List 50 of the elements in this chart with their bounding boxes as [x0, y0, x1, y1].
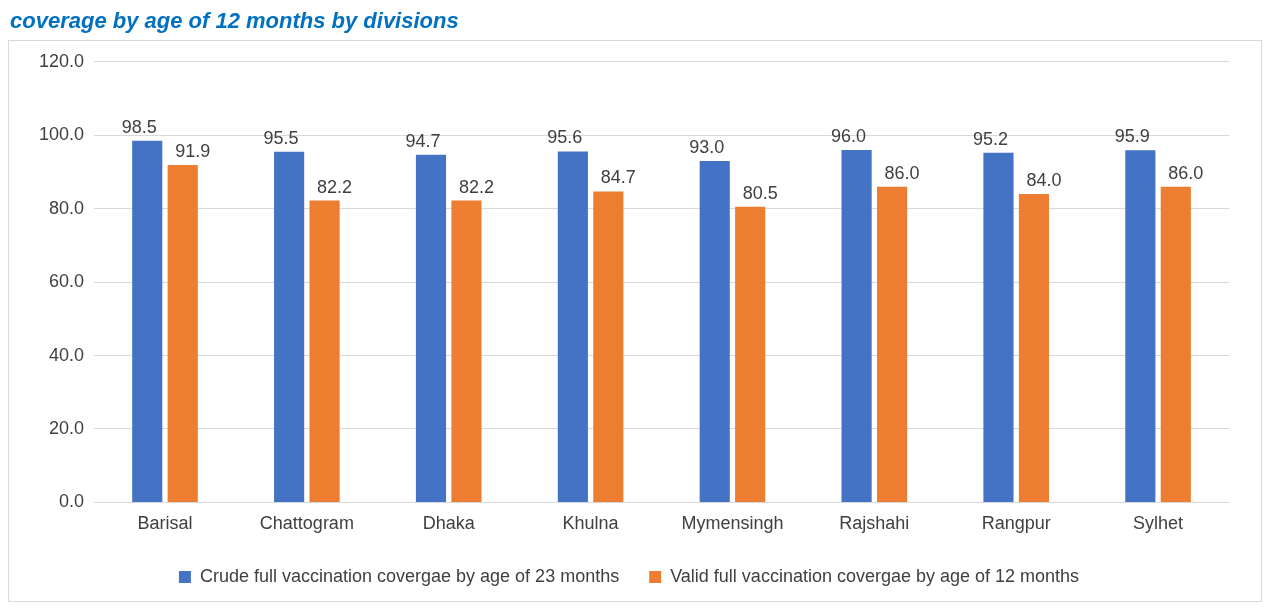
bar	[1160, 186, 1191, 502]
bar	[841, 149, 872, 502]
chart-title: coverage by age of 12 months by divisions	[10, 8, 460, 34]
x-tick-label: Rangpur	[981, 513, 1051, 534]
bar	[415, 154, 447, 502]
data-label: 82.2	[317, 176, 353, 197]
legend-label: Valid full vaccination covergae by age of 12 months	[670, 565, 1080, 586]
data-label: 84.7	[600, 167, 636, 188]
data-label: 84.0	[1026, 169, 1062, 190]
bar	[1018, 193, 1049, 502]
data-label: 82.2	[458, 176, 494, 197]
data-label: 93.0	[689, 136, 725, 157]
data-label: 95.2	[972, 128, 1008, 149]
x-tick-label: Mymensingh	[681, 513, 784, 534]
x-tick-label: Dhaka	[422, 513, 476, 534]
data-label: 94.7	[405, 130, 441, 151]
y-tick-label: 0.0	[59, 491, 85, 512]
bar	[876, 186, 908, 502]
x-tick-label: Rajshahi	[839, 513, 910, 534]
data-label: 80.5	[742, 182, 778, 203]
data-label: 91.9	[175, 140, 211, 161]
data-label: 96.0	[831, 125, 867, 146]
bar	[1125, 150, 1156, 502]
data-label: 95.5	[263, 127, 299, 148]
bar	[699, 160, 730, 502]
bar	[309, 200, 340, 502]
x-tick-label: Barisal	[137, 513, 193, 534]
x-tick-label: Chattogram	[259, 513, 354, 534]
y-tick-label: 60.0	[49, 271, 85, 292]
bar	[274, 151, 305, 502]
data-label: 98.5	[121, 116, 157, 137]
y-tick-label: 100.0	[39, 124, 85, 145]
bar	[593, 191, 624, 502]
y-tick-label: 120.0	[39, 50, 85, 71]
x-tick-label: Khulna	[562, 513, 620, 534]
y-tick-label: 80.0	[49, 197, 85, 218]
bar	[451, 200, 482, 502]
x-tick-label: Sylhet	[1133, 513, 1184, 534]
bar	[735, 206, 766, 502]
data-label: 86.0	[1168, 162, 1204, 183]
bar	[557, 151, 588, 502]
data-label: 95.6	[547, 127, 583, 148]
data-label: 95.9	[1114, 126, 1150, 147]
data-label: 86.0	[884, 162, 920, 183]
bar	[167, 164, 198, 502]
legend-label: Crude full vaccination covergae by age of 23 months	[199, 565, 620, 586]
bar	[132, 140, 163, 502]
bar	[983, 152, 1014, 502]
y-tick-label: 40.0	[49, 344, 85, 365]
y-tick-label: 20.0	[49, 417, 85, 438]
